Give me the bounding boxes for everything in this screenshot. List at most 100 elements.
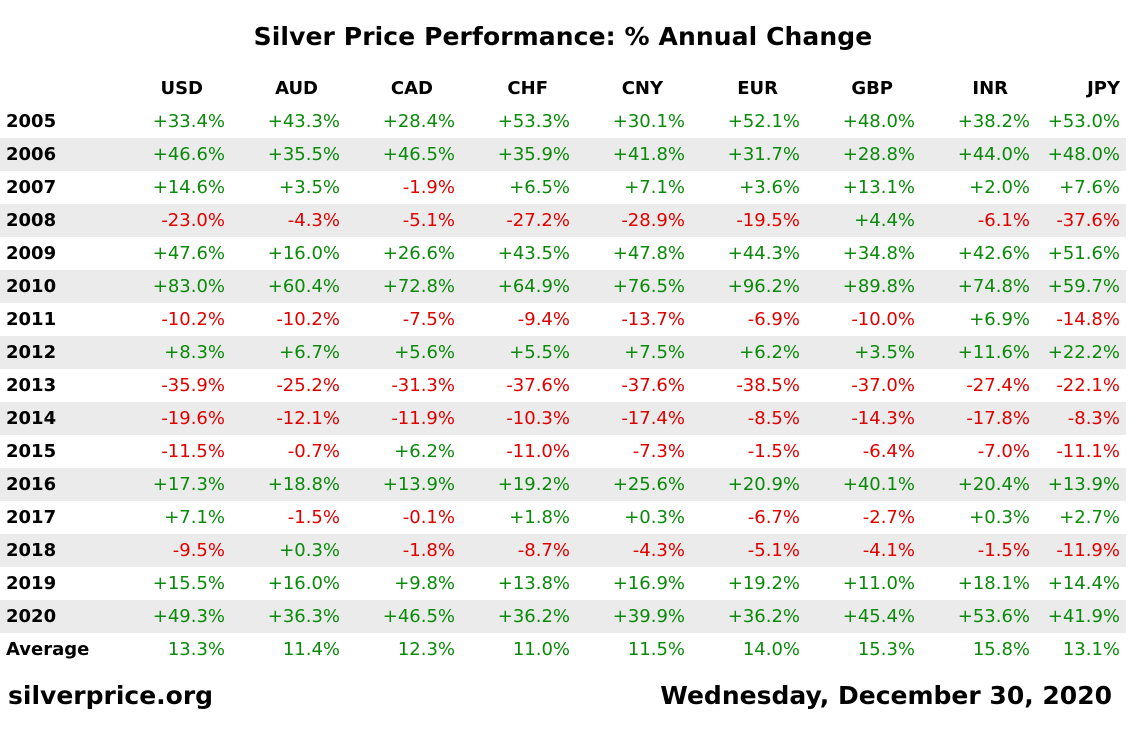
table-cell: +6.2% xyxy=(394,441,455,462)
table-cell: +51.6% xyxy=(1047,243,1120,264)
table-cell: -8.5% xyxy=(693,402,808,435)
table-cell: -6.7% xyxy=(747,507,800,528)
table-cell: -4.3% xyxy=(233,204,348,237)
table-cell: -11.0% xyxy=(506,441,570,462)
table-cell: +41.8% xyxy=(578,138,693,171)
table-cell: -37.6% xyxy=(621,375,685,396)
column-header: USD xyxy=(160,78,203,99)
table-cell: +46.5% xyxy=(348,600,463,633)
table-cell: +11.6% xyxy=(923,336,1038,369)
table-cell: -13.7% xyxy=(621,309,685,330)
table-cell: +48.0% xyxy=(842,111,915,132)
header-corner xyxy=(0,72,118,105)
average-cell: 11.4% xyxy=(282,639,340,660)
table-cell: -11.1% xyxy=(1056,441,1120,462)
table-cell: +96.2% xyxy=(693,270,808,303)
table-cell: +28.4% xyxy=(382,111,455,132)
table-cell: +42.6% xyxy=(957,243,1030,264)
table-cell: -2.7% xyxy=(862,507,915,528)
table-row: 2005 +33.4% +43.3% +28.4% +53.3% +30.1% +52.1%… xyxy=(0,105,1126,138)
table-cell: +7.5% xyxy=(578,336,693,369)
row-label: 2019 xyxy=(6,573,57,594)
table-cell: -11.9% xyxy=(1038,534,1126,567)
table-cell: +7.1% xyxy=(164,507,225,528)
table-cell: -14.3% xyxy=(808,402,923,435)
table-cell: -17.8% xyxy=(923,402,1038,435)
table-cell: +45.4% xyxy=(808,600,923,633)
average-row: Average 13.3% 11.4% 12.3% 11.0% 11.5% 14.0% 15.… xyxy=(0,633,1126,666)
average-cell: 11.5% xyxy=(627,639,685,660)
table-row: 2020 +49.3% +36.3% +46.5% +36.2% +39.9% +36.2%… xyxy=(0,600,1126,633)
table-cell: -8.3% xyxy=(1038,402,1126,435)
table-cell: +28.8% xyxy=(808,138,923,171)
table-row: 2019 +15.5% +16.0% +9.8% +13.8% +16.9% +19.2% +… xyxy=(0,567,1126,600)
table-cell: +13.9% xyxy=(1038,468,1126,501)
table-row: 2006 +46.6% +35.5% +46.5% +35.9% +41.8% +31.7%… xyxy=(0,138,1126,171)
table-cell: -1.8% xyxy=(348,534,463,567)
date-label: Wednesday, December 30, 2020 xyxy=(660,681,1112,710)
table-cell: -10.0% xyxy=(851,309,915,330)
table-row: 2007 +14.6% +3.5% -1.9% +6.5% +7.1% +3.6% +13.1… xyxy=(0,171,1126,204)
table-cell: +20.9% xyxy=(693,468,808,501)
table-cell: -6.4% xyxy=(862,441,915,462)
table-cell: -23.0% xyxy=(118,204,233,237)
table-cell: +1.8% xyxy=(509,507,570,528)
header-row: USD AUD CAD CHF CNY EUR GBP INR JPY xyxy=(0,72,1126,105)
table-cell: -35.9% xyxy=(161,375,225,396)
table-cell: -1.5% xyxy=(747,441,800,462)
table-row: 2017 +7.1% -1.5% -0.1% +1.8% +0.3% -6.7% -2.7% +… xyxy=(0,501,1126,534)
row-label: 2017 xyxy=(6,507,57,528)
table-cell: -19.6% xyxy=(118,402,233,435)
row-label: 2012 xyxy=(0,336,118,369)
table-cell: +60.4% xyxy=(233,270,348,303)
table-cell: +26.6% xyxy=(382,243,455,264)
column-header: CAD xyxy=(390,78,433,99)
table-row: 2018 -9.5% +0.3% -1.8% -8.7% -4.3% -5.1% -4.1% -… xyxy=(0,534,1126,567)
source-label: silverprice.org xyxy=(8,681,214,710)
table-row: 2013 -35.9% -25.2% -31.3% -37.6% -37.6% -38.5%… xyxy=(0,369,1126,402)
table-cell: +2.7% xyxy=(1059,507,1120,528)
table-cell: +0.3% xyxy=(233,534,348,567)
table-cell: -22.1% xyxy=(1056,375,1120,396)
table-cell: -27.2% xyxy=(463,204,578,237)
table-cell: -37.6% xyxy=(1038,204,1126,237)
table-cell: +16.0% xyxy=(267,573,340,594)
table-cell: +13.9% xyxy=(348,468,463,501)
table-cell: -4.1% xyxy=(808,534,923,567)
table-cell: +34.8% xyxy=(842,243,915,264)
table-cell: +47.6% xyxy=(152,243,225,264)
table-cell: +4.4% xyxy=(808,204,923,237)
table-cell: +3.5% xyxy=(279,177,340,198)
table-cell: +13.1% xyxy=(842,177,915,198)
column-header: INR xyxy=(972,78,1008,99)
table-cell: -9.4% xyxy=(517,309,570,330)
average-cell: 11.0% xyxy=(512,639,570,660)
table-cell: +16.0% xyxy=(267,243,340,264)
table-cell: +44.3% xyxy=(727,243,800,264)
table-cell: +0.3% xyxy=(624,507,685,528)
row-label: 2018 xyxy=(0,534,118,567)
column-header: CHF xyxy=(507,78,548,99)
table-cell: -5.1% xyxy=(693,534,808,567)
table-cell: +18.8% xyxy=(233,468,348,501)
table-cell: -0.1% xyxy=(402,507,455,528)
table-cell: +48.0% xyxy=(1038,138,1126,171)
table-cell: -6.1% xyxy=(923,204,1038,237)
table-cell: +40.1% xyxy=(808,468,923,501)
table-cell: -11.5% xyxy=(161,441,225,462)
table-cell: +3.6% xyxy=(739,177,800,198)
table-cell: +46.6% xyxy=(118,138,233,171)
table-cell: +18.1% xyxy=(957,573,1030,594)
column-header: CNY xyxy=(621,78,663,99)
table-cell: +5.6% xyxy=(348,336,463,369)
table-cell: -7.5% xyxy=(402,309,455,330)
table-cell: -7.3% xyxy=(632,441,685,462)
average-cell: 13.3% xyxy=(167,639,225,660)
table-cell: +33.4% xyxy=(152,111,225,132)
table-cell: +14.6% xyxy=(152,177,225,198)
table-cell: +6.7% xyxy=(233,336,348,369)
row-label: 2009 xyxy=(6,243,57,264)
average-cell: 15.3% xyxy=(857,639,915,660)
table-cell: -1.5% xyxy=(287,507,340,528)
table-cell: -9.5% xyxy=(118,534,233,567)
